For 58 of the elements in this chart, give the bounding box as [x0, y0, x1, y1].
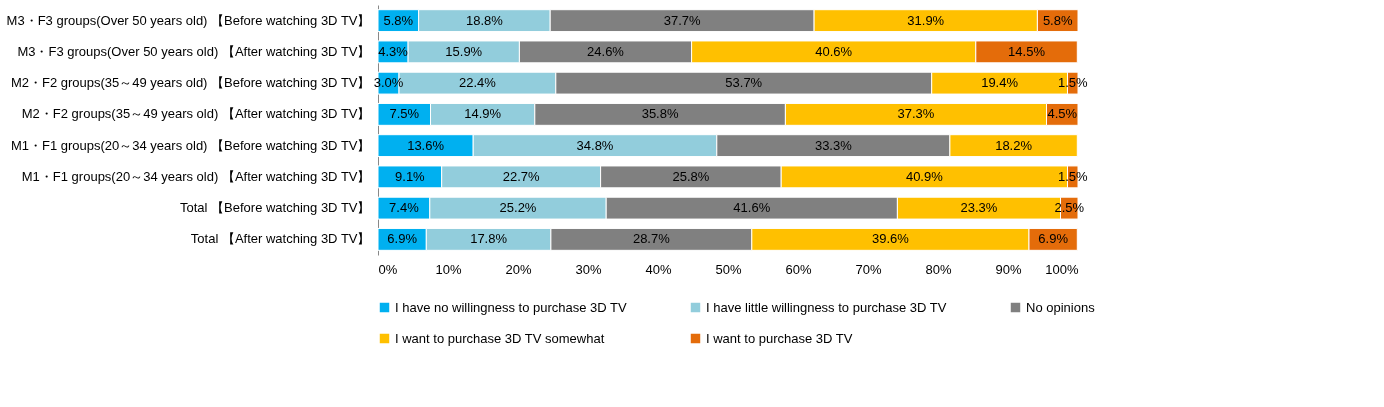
data-label: 40.6%: [815, 43, 853, 59]
data-label: 33.3%: [814, 137, 853, 153]
data-label: 14.9%: [464, 106, 502, 122]
legend-label: I want to purchase 3D TV: [706, 330, 853, 346]
data-label: 53.7%: [725, 75, 763, 91]
data-label: 6.9%: [1038, 231, 1069, 247]
legend-label: I have little willingness to purchase 3D TV: [706, 299, 947, 315]
data-label: 28.7%: [632, 231, 671, 247]
y-tick-label: M3・F3 groups(Over 50 years old) 【Before watching 3D TV】: [6, 12, 371, 28]
y-tick-label: M3・F3 groups(Over 50 years old) 【After watching 3D TV】: [17, 43, 371, 59]
data-label: 25.8%: [672, 168, 710, 184]
x-tick-label: 50%: [715, 261, 742, 277]
x-tick-label: 70%: [855, 261, 882, 277]
data-label: 13.6%: [407, 137, 445, 153]
y-tick-label: M1・F1 groups(20～34 years old) 【Before watching 3D TV】: [10, 137, 371, 153]
x-tick-label: 60%: [785, 261, 812, 277]
data-label: 37.3%: [897, 106, 935, 122]
data-label: 22.7%: [502, 168, 541, 184]
data-label: 24.6%: [587, 43, 625, 59]
legend-label: I have no willingness to purchase 3D TV: [395, 299, 628, 315]
data-label: 35.8%: [641, 106, 679, 122]
data-label: 15.9%: [445, 43, 483, 59]
data-label: 23.3%: [960, 200, 998, 216]
data-label: 19.4%: [981, 75, 1019, 91]
x-tick-label: 0%: [378, 261, 398, 277]
data-label: 18.8%: [465, 12, 504, 28]
y-tick-label: M2・F2 groups(35～49 years old) 【Before watching 3D TV】: [10, 75, 371, 91]
data-label: 7.4%: [389, 200, 420, 216]
data-label: 17.8%: [470, 231, 508, 247]
x-tick-label: 30%: [575, 261, 602, 277]
data-label: 9.1%: [395, 168, 426, 184]
x-tick-label: 10%: [435, 261, 462, 277]
legend-label: No opinions: [1026, 299, 1096, 315]
x-tick-label: 20%: [505, 261, 532, 277]
x-tick-label: 80%: [925, 261, 952, 277]
data-label: 4.5%: [1047, 106, 1078, 122]
data-label: 31.9%: [907, 12, 945, 28]
data-label: 39.6%: [871, 231, 910, 247]
y-tick-label: M2・F2 groups(35～49 years old) 【After watching 3D TV】: [21, 106, 371, 122]
data-label: 7.5%: [389, 106, 420, 122]
y-tick-label: M1・F1 groups(20～34 years old) 【After watching 3D TV】: [21, 168, 371, 184]
data-label: 41.6%: [733, 200, 771, 216]
legend-label: I want to purchase 3D TV somewhat: [395, 330, 605, 346]
data-label: 5.8%: [1042, 12, 1073, 28]
y-tick-label: Total 【After watching 3D TV】: [190, 231, 371, 247]
data-label: 18.2%: [995, 137, 1033, 153]
y-tick-label: Total 【Before watching 3D TV】: [179, 200, 371, 216]
data-label: 6.9%: [387, 231, 418, 247]
data-label: 22.4%: [458, 75, 497, 91]
x-tick-label: 90%: [995, 261, 1022, 277]
x-tick-label: 40%: [645, 261, 672, 277]
data-label: 25.2%: [499, 200, 537, 216]
data-label: 5.8%: [383, 12, 414, 28]
x-tick-label: 100%: [1045, 261, 1079, 277]
data-label: 37.7%: [663, 12, 702, 28]
data-label: 14.5%: [1008, 43, 1046, 59]
data-label: 34.8%: [576, 137, 614, 153]
data-label: 40.9%: [905, 168, 944, 184]
